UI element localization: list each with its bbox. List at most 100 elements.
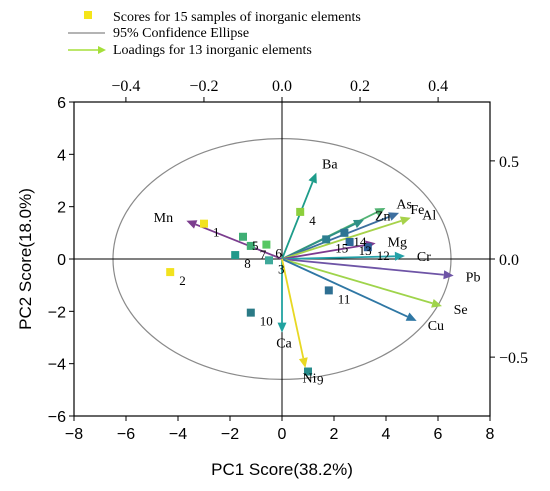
loading-arrowhead-Pb — [443, 270, 454, 280]
loading-label-Al: Al — [422, 209, 436, 224]
loading-label-Mn: Mn — [154, 211, 173, 226]
score-label-8: 8 — [244, 256, 251, 271]
loading-arrowhead-As — [374, 207, 386, 217]
score-point-8 — [231, 251, 240, 260]
score-label-4: 4 — [309, 213, 316, 228]
y-tick-label-5: 4 — [57, 147, 66, 164]
loadings-layer — [186, 172, 454, 368]
loading-label-Cu: Cu — [428, 319, 444, 334]
legend-scores-label: Scores for 15 samples of inorganic eleme… — [113, 10, 361, 25]
x2-tick-label-1: −0.2 — [189, 78, 218, 95]
loading-arrowhead-Ca — [277, 322, 287, 333]
score-label-1: 1 — [213, 225, 220, 240]
loading-label-Mg: Mg — [388, 236, 407, 251]
x-tick-label-1: −6 — [117, 426, 135, 443]
loading-arrowhead-Zn — [352, 219, 364, 229]
loading-arrowhead-Se — [431, 298, 442, 308]
y-tick-label-0: −6 — [48, 409, 66, 426]
loading-arrowhead-Cu — [405, 312, 417, 321]
loading-arrowhead-Fe — [388, 212, 400, 221]
score-point-13 — [345, 237, 354, 246]
x-tick-label-4: 0 — [278, 426, 287, 443]
x-tick-label-6: 4 — [382, 426, 391, 443]
score-point-6 — [262, 240, 271, 249]
loading-arrow-Se — [281, 258, 433, 305]
score-label-13: 13 — [359, 243, 372, 258]
loading-arrow-Ba — [281, 181, 314, 260]
x-tick-label-8: 8 — [486, 426, 495, 443]
legend: Scores for 15 samples of inorganic eleme… — [68, 10, 361, 58]
loading-arrow-Ni — [281, 258, 305, 359]
score-point-1 — [200, 219, 208, 228]
y-tick-label-4: 2 — [57, 200, 66, 217]
x2-tick-label-2: 0.0 — [272, 78, 292, 95]
score-label-15: 15 — [335, 240, 348, 255]
loading-arrow-Fe — [281, 215, 391, 260]
loading-label-Fe: Fe — [410, 203, 424, 218]
loading-label-Ba: Ba — [322, 157, 338, 172]
score-point-9 — [304, 367, 312, 376]
y-tick-label-6: 6 — [57, 95, 66, 112]
loading-arrow-Cu — [281, 258, 408, 318]
loading-label-Cr: Cr — [417, 250, 431, 265]
score-point-11 — [324, 286, 333, 295]
score-label-3: 3 — [278, 261, 285, 276]
x-axis-title: PC1 Score(38.2%) — [211, 460, 353, 479]
y2-tick-label-0: −0.5 — [499, 350, 528, 367]
loading-arrowhead-Al — [399, 216, 411, 226]
loading-arrow-Mg — [281, 244, 366, 260]
loading-label-Ni: Ni — [303, 372, 317, 387]
legend-loadings-arrowhead — [98, 46, 106, 54]
legend-loadings-label: Loadings for 13 inorganic elements — [113, 43, 312, 58]
x-tick-label-0: −8 — [65, 426, 83, 443]
score-point-10 — [246, 308, 255, 317]
score-label-10: 10 — [260, 314, 273, 329]
score-label-7: 7 — [260, 247, 267, 262]
score-label-5: 5 — [252, 238, 259, 253]
score-label-14: 14 — [353, 234, 367, 249]
score-point-2 — [166, 268, 175, 277]
loading-arrowhead-Ni — [298, 357, 308, 368]
loading-arrow-Al — [281, 219, 402, 260]
x-tick-label-5: 2 — [330, 426, 339, 443]
score-point-15 — [322, 235, 331, 244]
loading-arrow-Mn — [195, 223, 283, 260]
y2-tick-label-2: 0.5 — [499, 154, 519, 171]
x2-tick-label-0: −0.4 — [111, 78, 140, 95]
score-point-5 — [239, 232, 247, 241]
score-point-14 — [340, 228, 349, 237]
score-label-11: 11 — [338, 291, 351, 306]
score-point-4 — [296, 207, 305, 216]
score-label-9: 9 — [317, 373, 324, 388]
loading-arrowhead-Cr — [394, 251, 405, 261]
x2-tick-label-4: 0.4 — [428, 78, 448, 95]
x-tick-label-3: −2 — [221, 426, 239, 443]
score-point-12 — [363, 243, 372, 252]
x-tick-label-7: 6 — [434, 426, 443, 443]
loading-arrow-Pb — [281, 258, 444, 276]
score-label-2: 2 — [179, 273, 186, 288]
loading-label-Zn: Zn — [375, 209, 391, 224]
y-tick-label-3: 0 — [57, 252, 66, 269]
loading-arrowhead-Mn — [186, 220, 198, 229]
y2-tick-label-1: 0.0 — [499, 252, 519, 269]
legend-ellipse-label: 95% Confidence Ellipse — [113, 26, 249, 41]
x-tick-label-2: −4 — [169, 426, 187, 443]
score-label-12: 12 — [377, 248, 390, 263]
loading-label-Ca: Ca — [276, 337, 292, 352]
loading-label-As: As — [396, 198, 412, 213]
y-tick-label-1: −4 — [48, 357, 66, 374]
legend-scores-marker — [84, 11, 92, 19]
scores-layer — [166, 207, 372, 376]
y-axis-title: PC2 Score(18.0%) — [16, 188, 35, 330]
loading-label-Se: Se — [454, 303, 468, 318]
score-point-7 — [246, 241, 255, 250]
loading-arrow-Cr — [281, 255, 395, 260]
loading-arrowhead-Ba — [308, 172, 317, 184]
loading-label-Pb: Pb — [466, 271, 481, 286]
score-point-3 — [265, 256, 273, 265]
y-tick-label-2: −2 — [48, 304, 66, 321]
